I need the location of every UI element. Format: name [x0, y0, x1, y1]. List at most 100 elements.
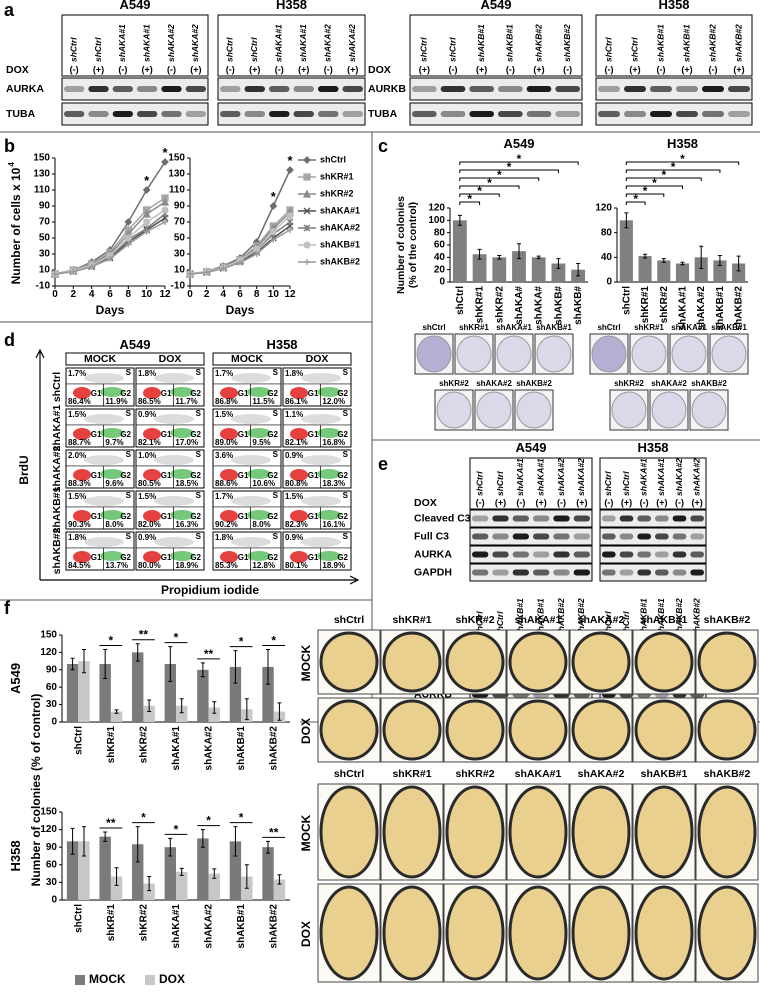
band: [655, 515, 669, 522]
lane-label: shAKB#2: [533, 24, 543, 62]
plate: [382, 885, 442, 981]
band: [690, 569, 704, 576]
plate: [319, 699, 379, 761]
significance-mark: **: [204, 647, 214, 661]
significance-mark: *: [507, 160, 512, 174]
y-tick-label: 80: [434, 227, 446, 238]
y-tick-label: -10: [171, 281, 186, 292]
significance-mark: *: [174, 631, 179, 645]
row-label: AURKA: [6, 83, 44, 95]
x-tick-label: shKR#2: [138, 904, 149, 942]
gate-label: G2: [120, 471, 131, 480]
gate-label: G1: [161, 389, 172, 398]
band: [619, 515, 634, 522]
plate-label: shAKA#1: [671, 323, 707, 332]
header-box: [212, 352, 352, 366]
gate-label: G1: [161, 512, 172, 521]
row-label: shAKA#2: [51, 446, 63, 493]
y-tick-label: 50: [39, 233, 51, 244]
plate-label: shCtrl: [422, 323, 445, 332]
band: [637, 515, 651, 522]
significance-mark: *: [633, 192, 638, 206]
s-percent: 1.0%: [138, 451, 156, 460]
dot-cloud: [317, 551, 341, 561]
x-tick-label: 10: [268, 289, 280, 300]
y-tick-label: 70: [39, 217, 51, 228]
x-tick-label: 0: [187, 289, 193, 300]
x-tick-label: shAKB#2: [269, 904, 280, 949]
band: [492, 569, 509, 576]
bar: [78, 841, 90, 900]
error-bar: [244, 864, 249, 889]
marker: [125, 241, 132, 248]
band: [672, 515, 687, 522]
gate-lines: [136, 465, 204, 488]
lane-label: shAKA#1: [638, 458, 648, 496]
annotation: *: [287, 153, 293, 168]
marker: [303, 241, 311, 249]
significance-mark: *: [174, 822, 179, 836]
y-tick-label: 0: [439, 277, 445, 288]
y-tick-label: 130: [168, 169, 185, 180]
dox-label: (-): [516, 497, 525, 507]
error-bar: [103, 649, 108, 679]
significance-mark: *: [477, 184, 482, 198]
bar: [110, 876, 123, 900]
lane-label: shCtrl: [225, 37, 235, 62]
dox-label: (-): [118, 64, 127, 74]
bar: [197, 669, 209, 722]
plot-frame: [65, 449, 135, 489]
g2-percent: 17.0%: [175, 438, 198, 447]
lane-label: shAKA#2: [347, 24, 357, 62]
dox-label: (+): [656, 497, 667, 507]
error-bar: [70, 657, 75, 671]
error-bar: [114, 709, 119, 714]
dot-cloud: [73, 428, 91, 440]
marker: [88, 263, 95, 270]
y-tick-label: 150: [40, 630, 57, 641]
dox-label: (-): [605, 64, 614, 74]
dot-cloud: [247, 387, 271, 397]
blot-header-box: [217, 14, 366, 77]
bar: [176, 871, 188, 900]
s-percent: 1.1%: [285, 410, 303, 419]
dox-label: (-): [604, 497, 613, 507]
dox-label: (+): [476, 64, 487, 74]
dot-cloud: [170, 551, 194, 561]
gate-lines: [66, 465, 134, 488]
s-percent: 3.6%: [215, 451, 233, 460]
marker: [143, 228, 150, 235]
g2-percent: 12.8%: [252, 561, 275, 570]
bar: [694, 257, 708, 282]
dox-label: (-): [449, 64, 458, 74]
dot-cloud: [247, 551, 271, 561]
g2-percent: 9.6%: [105, 479, 123, 488]
blot-strip: [469, 509, 593, 528]
dot-cloud: [154, 455, 194, 465]
s-percent: 1.8%: [138, 369, 156, 378]
x-tick-label: shKR#1: [475, 286, 486, 324]
gate-label: S: [343, 368, 349, 377]
error-bar: [212, 701, 217, 714]
plate: [571, 631, 631, 693]
gate-label: G1: [91, 553, 102, 562]
bar: [132, 652, 144, 722]
gate-label: G1: [308, 553, 319, 562]
dot-cloud: [290, 469, 308, 481]
y-tick-label: 0: [51, 717, 57, 728]
lane-label: shAKA#2: [556, 458, 566, 496]
band: [161, 86, 182, 92]
g2-percent: 10.6%: [252, 479, 275, 488]
g1-percent: 80.0%: [138, 561, 161, 570]
row-label: DOX: [6, 64, 29, 76]
plate-label: shAKB#1: [536, 323, 572, 332]
band: [220, 86, 241, 92]
gate-label: G2: [267, 389, 278, 398]
condition-label: MOCK: [84, 353, 116, 365]
dot-cloud: [231, 373, 271, 383]
band: [728, 111, 750, 117]
bar: [472, 254, 487, 282]
x-tick-label: 8: [126, 289, 132, 300]
marker: [269, 202, 278, 210]
y-tick-label: 110: [169, 185, 186, 196]
